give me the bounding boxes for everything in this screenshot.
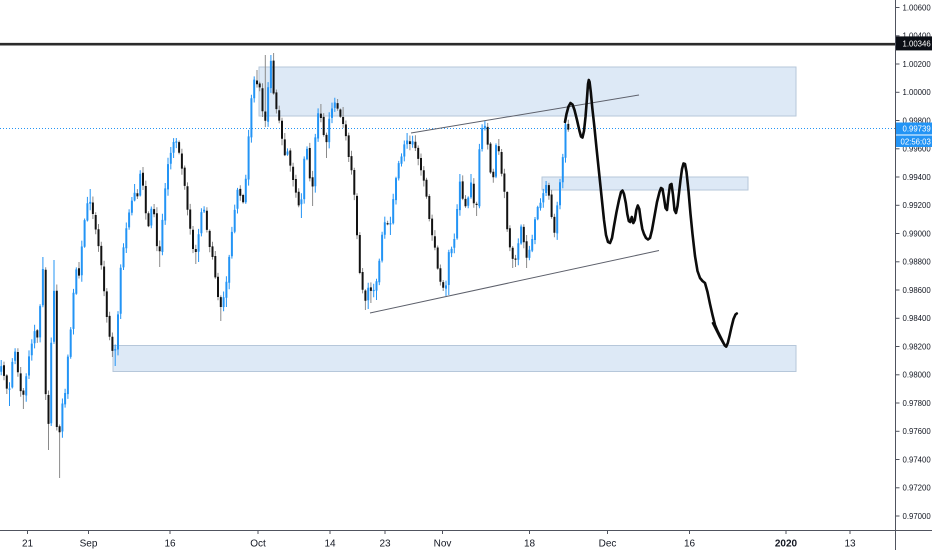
svg-text:2020: 2020 (775, 539, 798, 550)
svg-text:1.00346: 1.00346 (903, 39, 931, 48)
svg-text:0.98600: 0.98600 (903, 286, 932, 295)
svg-text:0.98800: 0.98800 (903, 258, 932, 267)
svg-text:0.97400: 0.97400 (903, 455, 932, 464)
svg-text:0.97200: 0.97200 (903, 484, 932, 493)
svg-text:0.99200: 0.99200 (903, 201, 932, 210)
svg-text:1.00200: 1.00200 (903, 60, 932, 69)
svg-text:Oct: Oct (250, 539, 266, 550)
svg-text:1.00600: 1.00600 (903, 3, 932, 12)
svg-text:0.99000: 0.99000 (903, 229, 932, 238)
svg-text:0.98400: 0.98400 (903, 314, 932, 323)
svg-text:16: 16 (684, 539, 696, 550)
svg-text:0.97600: 0.97600 (903, 427, 932, 436)
svg-text:0.99800: 0.99800 (903, 116, 932, 125)
svg-text:0.99400: 0.99400 (903, 173, 932, 182)
svg-text:Sep: Sep (80, 539, 98, 550)
svg-text:Nov: Nov (434, 539, 452, 550)
svg-text:13: 13 (844, 539, 856, 550)
svg-text:Dec: Dec (599, 539, 617, 550)
svg-text:23: 23 (379, 539, 391, 550)
svg-text:16: 16 (164, 539, 176, 550)
svg-text:18: 18 (524, 539, 536, 550)
svg-text:0.97800: 0.97800 (903, 399, 932, 408)
svg-text:14: 14 (324, 539, 336, 550)
svg-text:02:56:03: 02:56:03 (901, 137, 931, 146)
svg-text:1.00400: 1.00400 (903, 32, 932, 41)
svg-text:0.98200: 0.98200 (903, 342, 932, 351)
svg-text:21: 21 (22, 539, 34, 550)
svg-text:0.99739: 0.99739 (903, 125, 931, 134)
svg-text:0.99600: 0.99600 (903, 145, 932, 154)
svg-text:0.98000: 0.98000 (903, 371, 932, 380)
svg-text:0.97000: 0.97000 (903, 512, 932, 521)
svg-text:1.00000: 1.00000 (903, 88, 932, 97)
